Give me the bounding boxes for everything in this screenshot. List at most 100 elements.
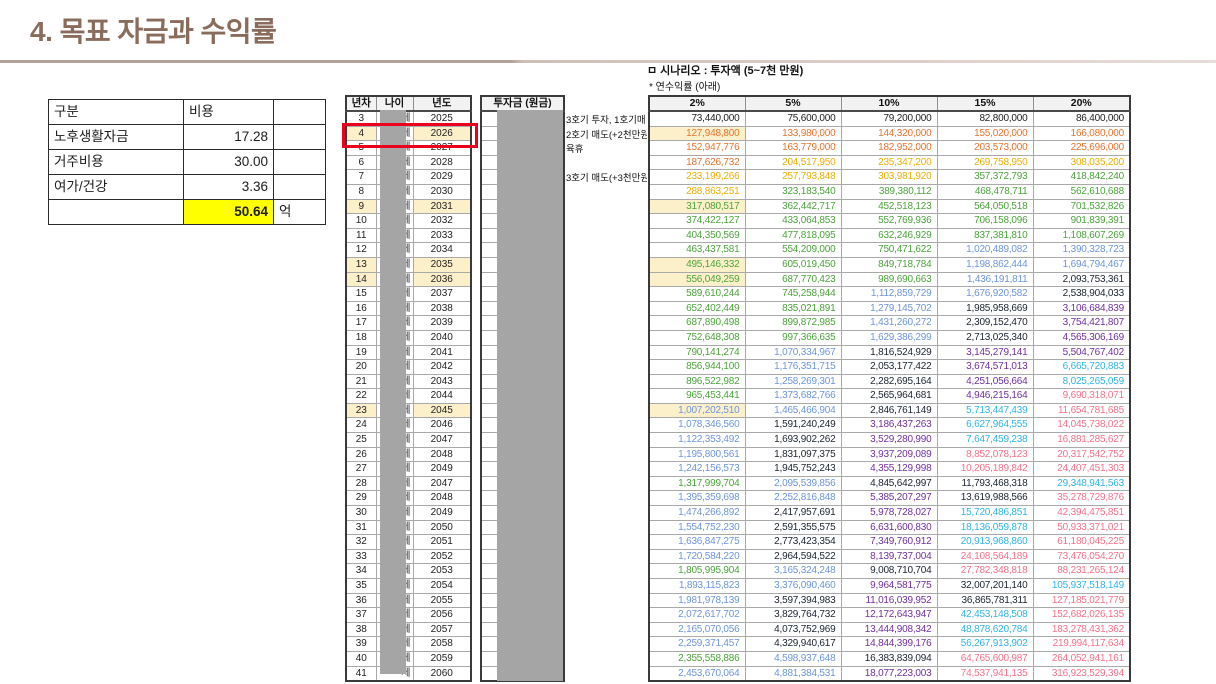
table-row: 1,805,995,904 3,165,324,248 9,008,710,704 2… [648, 563, 1131, 579]
value-cell: 3,937,209,089 [840, 446, 938, 463]
value-cell: 790,141,274 [648, 344, 746, 361]
value-cell: 6,631,600,830 [840, 519, 938, 536]
value-cell: 3,145,279,141 [936, 344, 1034, 361]
year-index-cell: 17 [345, 315, 377, 331]
value-cell: 27,782,348,818 [936, 563, 1034, 579]
year-cell: 2028 [412, 154, 472, 171]
table-row: 40세2059 [345, 650, 472, 667]
value-cell: 264,052,941,161 [1032, 650, 1131, 667]
value-cell: 463,437,581 [648, 242, 746, 258]
value-cell: 73,476,054,270 [1032, 548, 1131, 565]
value-cell: 233,199,266 [648, 169, 746, 185]
value-cell: 155,020,000 [936, 125, 1034, 142]
value-cell: 1,431,260,272 [840, 315, 938, 331]
table-row: 12세2034 [345, 242, 472, 258]
value-cell: 32,007,201,140 [936, 578, 1034, 594]
header-rate-20: 20% [1032, 95, 1131, 112]
year-cell: 2047 [412, 475, 472, 492]
value-cell: 1,078,346,560 [648, 417, 746, 434]
table-row: 856,944,100 1,176,351,715 2,053,177,422 3,6… [648, 359, 1131, 375]
cost-blank [273, 174, 326, 200]
value-cell: 1,258,269,301 [744, 373, 842, 390]
value-cell: 389,380,112 [840, 183, 938, 200]
table-row: 2,355,558,886 4,598,937,648 16,383,839,094… [648, 650, 1131, 667]
value-cell: 269,758,950 [936, 154, 1034, 171]
value-cell: 562,610,688 [1032, 183, 1131, 200]
row-note: 2호기 매도(+2천만원 [566, 129, 647, 141]
value-cell: 1,636,847,275 [648, 534, 746, 550]
value-cell: 4,329,940,617 [744, 636, 842, 652]
row-annotations: 3호기 투자, 1호기매 2호기 매도(+2천만원 육휴 3호기 매도(+3천만원 [566, 111, 647, 681]
value-cell: 204,517,950 [744, 154, 842, 171]
value-cell: 257,793,848 [744, 169, 842, 185]
value-cell: 997,366,635 [744, 329, 842, 346]
value-cell: 203,573,000 [936, 140, 1034, 156]
table-row: 288,863,251 323,183,540 389,380,112 468,478… [648, 183, 1131, 200]
value-cell: 3,754,421,807 [1032, 315, 1131, 331]
value-cell: 896,522,982 [648, 373, 746, 390]
value-cell: 1,112,859,729 [840, 286, 938, 302]
year-cell: 2037 [412, 286, 472, 302]
cost-blank [273, 149, 326, 175]
value-cell: 50,933,371,021 [1032, 519, 1131, 536]
cost-label: 노후생활자금 [48, 124, 184, 150]
value-cell: 5,978,728,027 [840, 505, 938, 521]
table-row: 233,199,266 257,793,848 303,981,920 357,372… [648, 169, 1131, 185]
value-cell: 5,504,767,402 [1032, 344, 1131, 361]
value-cell: 12,172,643,947 [840, 607, 938, 623]
value-cell: 29,348,941,563 [1032, 475, 1131, 492]
year-cell: 2036 [412, 271, 472, 288]
value-cell: 64,765,600,987 [936, 650, 1034, 667]
table-row: 556,049,259 687,770,423 989,690,663 1,436,1… [648, 271, 1131, 288]
value-cell: 9,690,318,071 [1032, 388, 1131, 404]
year-index-cell: 7 [345, 169, 377, 185]
value-cell: 16,383,839,094 [840, 650, 938, 667]
value-cell: 433,064,853 [744, 213, 842, 229]
value-cell: 166,080,000 [1032, 125, 1131, 142]
cost-total-row: 50.64 억 [48, 199, 326, 225]
year-cell: 2051 [412, 534, 472, 550]
year-index-cell: 32 [345, 534, 377, 550]
value-cell: 2,773,423,354 [744, 534, 842, 550]
table-row: 965,453,441 1,373,682,766 2,565,964,681 4,9… [648, 388, 1131, 404]
table-row: 29세2048 [345, 490, 472, 507]
value-cell: 18,136,059,878 [936, 519, 1034, 536]
table-row: 27세2049 [345, 461, 472, 477]
cost-header-category: 구분 [48, 99, 184, 125]
value-cell: 182,952,000 [840, 140, 938, 156]
value-cell: 2,053,177,422 [840, 359, 938, 375]
year-index-cell: 11 [345, 227, 377, 244]
redaction-age-column [380, 110, 406, 674]
value-cell: 554,209,000 [744, 242, 842, 258]
value-cell: 4,251,056,664 [936, 373, 1034, 390]
table-row: 34세2053 [345, 563, 472, 579]
header-rate-10: 10% [840, 95, 938, 112]
value-cell: 477,818,095 [744, 227, 842, 244]
year-cell: 2039 [412, 315, 472, 331]
value-cell: 16,881,285,627 [1032, 432, 1131, 448]
value-cell: 163,779,000 [744, 140, 842, 156]
value-cell: 404,350,569 [648, 227, 746, 244]
year-index-cell: 18 [345, 329, 377, 346]
table-row: 8세2030 [345, 183, 472, 200]
value-cell: 317,080,517 [648, 198, 746, 215]
value-cell: 2,072,617,702 [648, 607, 746, 623]
value-cell: 2,095,539,856 [744, 475, 842, 492]
year-index-cell: 39 [345, 636, 377, 652]
value-cell: 14,844,399,176 [840, 636, 938, 652]
header-invest: 투자금 (원금) [480, 95, 565, 112]
year-cell: 2058 [412, 636, 472, 652]
page-title: 4. 목표 자금과 수익률 [30, 16, 277, 47]
table-row: 21세2043 [345, 373, 472, 390]
value-cell: 837,381,810 [936, 227, 1034, 244]
value-cell: 5,385,207,297 [840, 490, 938, 507]
cost-value: 3.36 [183, 174, 274, 200]
value-cell: 2,355,558,886 [648, 650, 746, 667]
table-row: 33세2052 [345, 548, 472, 565]
table-row: 127,948,800 133,980,000 144,320,000 155,020… [648, 125, 1131, 142]
value-cell: 2,565,964,681 [840, 388, 938, 404]
year-cell: 2052 [412, 548, 472, 565]
value-cell: 1,436,191,811 [936, 271, 1034, 288]
year-cell: 2042 [412, 359, 472, 375]
